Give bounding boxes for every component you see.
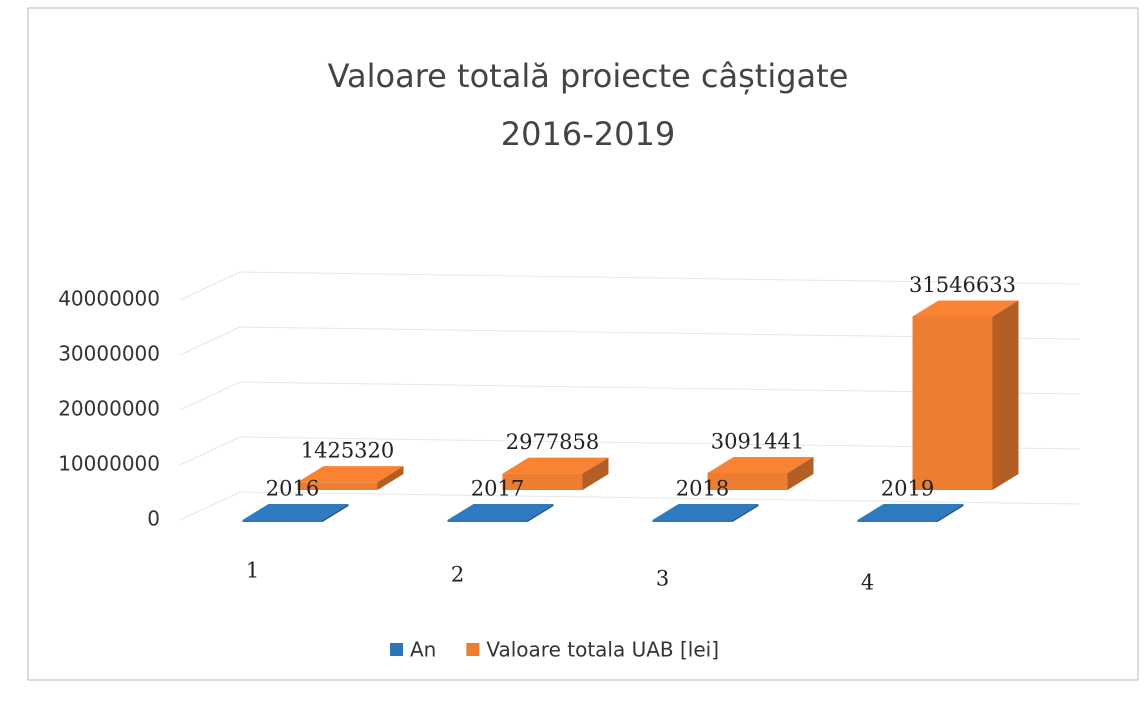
- x-tick-label: 2: [451, 563, 464, 587]
- grid-line: [179, 326, 1081, 356]
- legend-label: An: [410, 638, 436, 662]
- bar-front: [857, 519, 938, 522]
- bar-top: [652, 503, 759, 520]
- bar-front: [707, 472, 788, 490]
- grid-line: [179, 436, 1081, 466]
- data-label: 2019: [881, 476, 934, 500]
- data-label: 31546633: [909, 273, 1016, 297]
- bar: [857, 503, 964, 522]
- y-tick-label: 30000000: [58, 342, 160, 366]
- bar: [707, 456, 814, 490]
- bar-front: [297, 482, 378, 490]
- chart-title: 2016-2019: [501, 115, 675, 153]
- bar-side: [322, 503, 349, 522]
- grid-line: [179, 271, 1081, 301]
- bar-front: [912, 316, 993, 490]
- bar-top: [242, 503, 349, 520]
- bar-side: [582, 457, 609, 490]
- bar-side: [732, 503, 759, 522]
- bar-side: [992, 300, 1019, 490]
- bar-top: [447, 503, 554, 520]
- data-label: 2017: [471, 476, 524, 500]
- bar-top: [912, 300, 1019, 317]
- bar: [242, 503, 349, 522]
- y-tick-label: 20000000: [58, 397, 160, 421]
- bar: [502, 457, 609, 490]
- bar-side: [377, 466, 404, 490]
- bar: [912, 300, 1019, 490]
- data-label: 3091441: [711, 429, 805, 453]
- bar: [447, 503, 554, 522]
- y-tick-label: 40000000: [58, 287, 160, 311]
- x-tick-label: 1: [246, 559, 259, 583]
- data-label: 2018: [676, 476, 729, 500]
- bar-side: [937, 503, 964, 522]
- legend-label: Valoare totala UAB [lei]: [486, 638, 719, 662]
- bar-side: [787, 456, 814, 490]
- bar-front: [652, 519, 733, 522]
- legend-swatch: [390, 643, 403, 656]
- grid-line: [179, 491, 1081, 521]
- bar-side: [527, 503, 554, 522]
- data-label: 2977858: [506, 430, 600, 454]
- bar-front: [502, 473, 583, 490]
- x-tick-label: 3: [656, 567, 669, 591]
- y-tick-label: 0: [147, 507, 160, 531]
- bar-top: [707, 456, 814, 473]
- bar-front: [242, 519, 323, 522]
- legend-swatch: [466, 643, 480, 656]
- chart-title: Valoare totală proiecte câștigate: [328, 57, 849, 95]
- grid-line: [179, 381, 1081, 411]
- bar-top: [502, 457, 609, 474]
- y-tick-label: 10000000: [58, 452, 160, 476]
- bar: [297, 466, 404, 490]
- bar-top: [297, 466, 404, 483]
- x-tick-label: 4: [861, 571, 874, 595]
- bar: [652, 503, 759, 522]
- data-label: 1425320: [301, 439, 395, 463]
- bar-front: [447, 519, 528, 522]
- data-label: 2016: [266, 476, 319, 500]
- bar-top: [857, 503, 964, 520]
